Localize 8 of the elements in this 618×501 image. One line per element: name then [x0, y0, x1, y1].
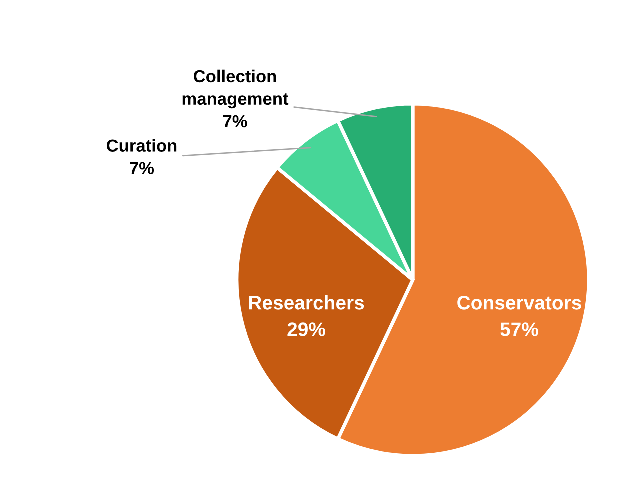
- data-label: 57%: [500, 322, 538, 336]
- slice-label: Researchers: [249, 296, 364, 310]
- data-label: 29%: [288, 322, 326, 336]
- slice-label: Collection management: [182, 70, 289, 109]
- slice-label: Curation: [106, 139, 177, 152]
- slice-label: Conservators: [458, 296, 582, 310]
- data-label: 7%: [130, 162, 154, 174]
- data-label: 7%: [223, 115, 248, 128]
